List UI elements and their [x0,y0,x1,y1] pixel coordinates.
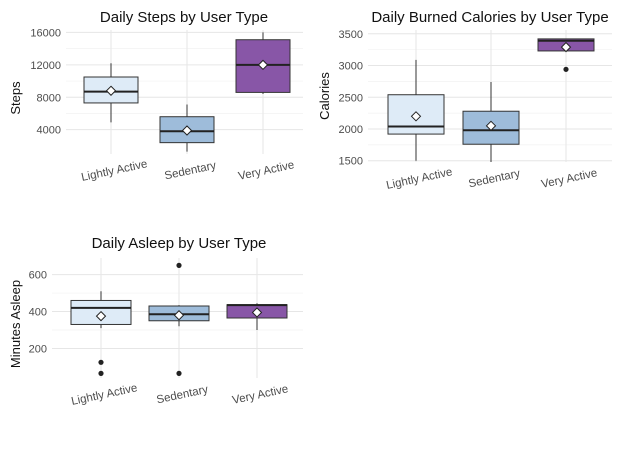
chart-title: Daily Burned Calories by User Type [371,9,608,26]
mean-marker [485,120,497,132]
boxplot-sedentary [148,262,210,376]
x-category-label: Sedentary [155,384,209,407]
y-tick-label: 12000 [30,60,61,72]
mean-marker [181,125,193,136]
y-tick-label: 400 [29,307,47,319]
x-category-label: Sedentary [163,160,217,183]
outlier-point [98,359,104,365]
y-tick-label: 8000 [37,92,61,104]
chart-title: Daily Asleep by User Type [92,235,267,252]
mean-marker [560,41,572,53]
y-tick-label: 1500 [339,156,363,168]
mean-marker [173,310,185,321]
y-axis-label: Steps [8,81,23,115]
outlier-point [176,370,182,376]
boxplot-lightly-active [70,291,132,376]
y-tick-label: 3000 [339,61,363,73]
x-category-label: Very Active [231,383,289,407]
chart-asleep: Daily Asleep by User Type Minutes Asleep… [8,235,303,408]
boxplot-lightly-active [387,59,445,161]
chart-title: Daily Steps by User Type [100,9,268,26]
mean-marker [105,85,117,96]
boxplot-very-active [537,38,595,72]
mean-marker [251,307,263,318]
y-tick-label: 3500 [339,29,363,41]
x-category-label: Very Active [540,167,598,191]
y-axis-label: Minutes Asleep [8,280,23,368]
outlier-point [98,370,104,376]
boxplot-very-active [235,32,291,95]
mean-marker [95,310,107,322]
x-category-label: Sedentary [467,168,521,191]
boxplot-sedentary [159,104,215,152]
chart-steps: Daily Steps by User Type Steps 4000 8000 1… [8,9,303,184]
x-category-label: Lightly Active [70,382,138,408]
y-tick-label: 600 [29,270,47,282]
boxplot-sedentary [462,82,520,162]
x-category-label: Very Active [237,159,295,183]
y-tick-label: 200 [29,343,47,355]
x-category-label: Lightly Active [385,166,453,192]
mean-marker [257,59,269,71]
y-tick-label: 2000 [339,124,363,136]
y-tick-label: 4000 [37,125,61,137]
x-category-label: Lightly Active [80,158,148,184]
outlier-point [176,262,182,268]
boxplot-lightly-active [83,63,139,123]
y-axis-label: Calories [317,72,332,120]
chart-calories: Daily Burned Calories by User Type Calor… [317,9,612,192]
outlier-point [563,66,569,72]
y-tick-label: 2500 [339,92,363,104]
boxplot-very-active [226,303,288,330]
mean-marker [410,111,422,122]
y-tick-label: 16000 [30,27,61,39]
